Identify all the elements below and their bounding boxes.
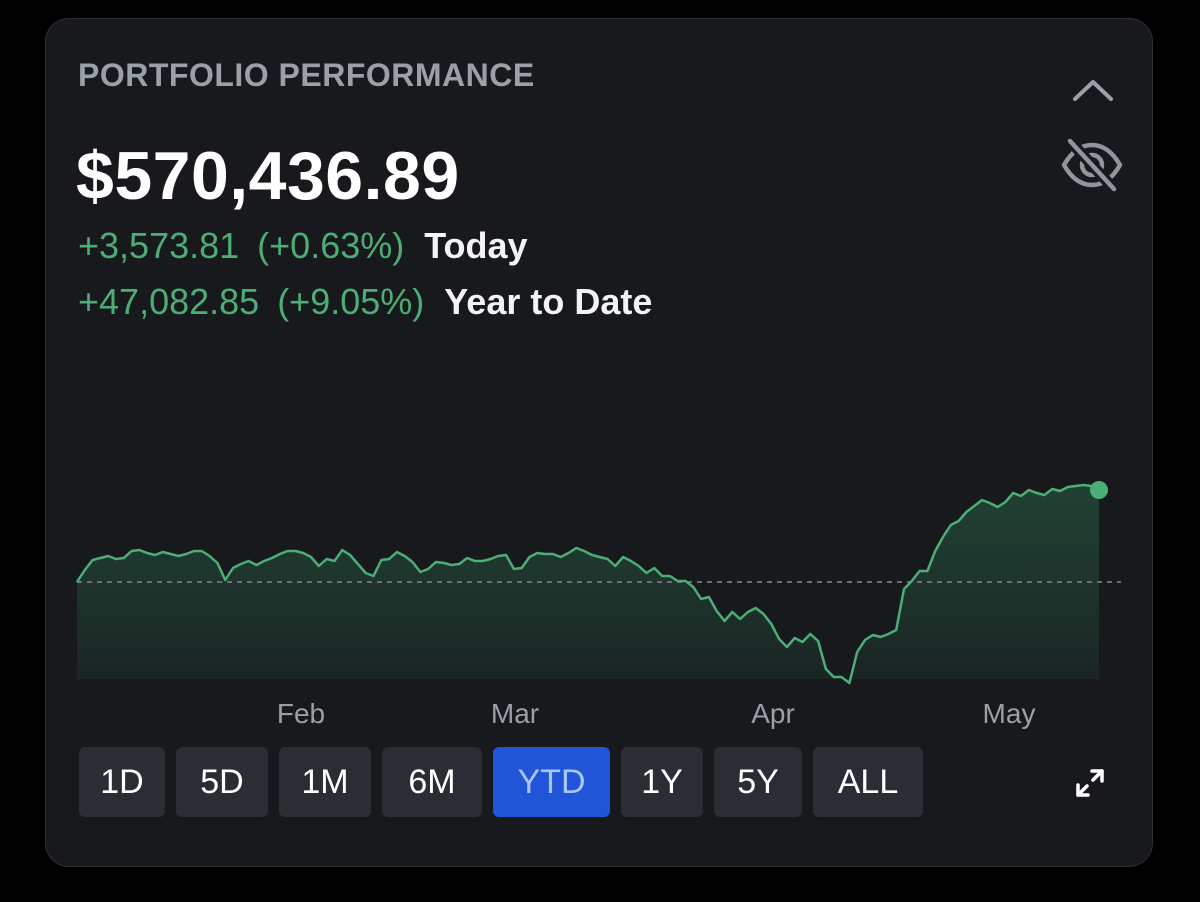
today-percent: (+0.63%) <box>257 225 405 266</box>
time-range-selector: 1D 5D 1M 6M YTD 1Y 5Y ALL <box>79 747 923 817</box>
ytd-percent: (+9.05%) <box>277 281 425 322</box>
range-button-1d[interactable]: 1D <box>79 747 165 817</box>
x-tick-label: Apr <box>751 698 795 729</box>
ytd-label: Year to Date <box>444 281 653 322</box>
range-button-5d[interactable]: 5D <box>176 747 268 817</box>
range-button-6m[interactable]: 6M <box>382 747 482 817</box>
range-button-1m[interactable]: 1M <box>279 747 371 817</box>
card-title: PORTFOLIO PERFORMANCE <box>78 57 535 93</box>
range-button-5y[interactable]: 5Y <box>714 747 802 817</box>
chart-area-fill <box>77 485 1099 683</box>
latest-value-point <box>1090 481 1108 499</box>
range-button-ytd[interactable]: YTD <box>493 747 610 817</box>
eye-off-icon <box>1061 135 1123 195</box>
portfolio-total-value: $570,436.89 <box>76 138 460 214</box>
ytd-change-row: +47,082.85 (+9.05%) Year to Date <box>78 281 652 323</box>
x-tick-label: May <box>983 698 1036 729</box>
today-change-row: +3,573.81 (+0.63%) Today <box>78 225 528 267</box>
range-button-all[interactable]: ALL <box>813 747 923 817</box>
expand-chart-button[interactable] <box>1070 763 1110 803</box>
x-tick-label: Mar <box>491 698 539 729</box>
ytd-gain: +47,082.85 <box>78 281 260 322</box>
x-tick-label: Feb <box>277 698 325 729</box>
hide-balance-button[interactable] <box>1058 135 1126 195</box>
expand-icon <box>1076 769 1104 797</box>
range-button-1y[interactable]: 1Y <box>621 747 703 817</box>
collapse-button[interactable] <box>1066 69 1120 109</box>
today-label: Today <box>424 225 528 266</box>
portfolio-performance-card: PORTFOLIO PERFORMANCE $570,436.89 +3,573… <box>45 18 1153 867</box>
chevron-up-icon <box>1073 80 1113 101</box>
series-line <box>75 483 1100 685</box>
today-gain: +3,573.81 <box>78 225 240 266</box>
